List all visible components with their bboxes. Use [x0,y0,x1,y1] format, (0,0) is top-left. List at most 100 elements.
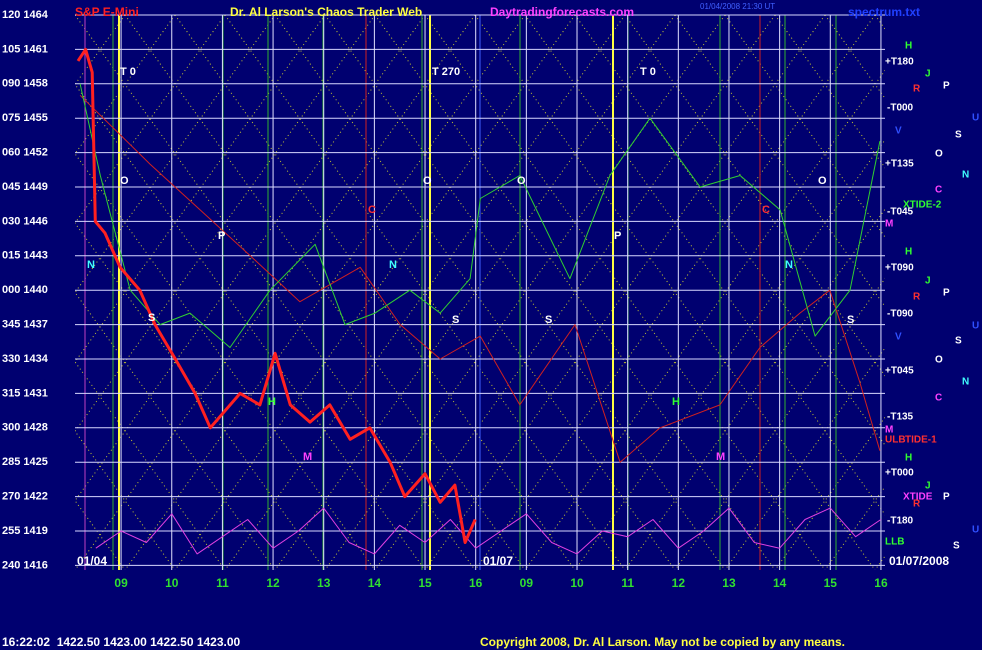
date-label: 01/07 [483,554,513,568]
right-label: C [935,185,942,196]
right-label: O [935,355,943,366]
y-tick-label: 090 1458 [2,78,48,90]
y-tick-label: 315 1431 [2,387,48,399]
annotation: C [762,204,770,216]
right-label: U [972,113,979,124]
right-label: TIDE-1 [905,435,937,446]
x-tick-label: 11 [621,576,634,590]
annotation: N [785,259,793,271]
right-label: ULB [885,435,906,446]
right-label: H [905,41,912,52]
right-label: LLB [885,537,904,548]
right-label: R [913,84,921,95]
y-tick-label: 345 1437 [2,319,48,331]
annotation: O [818,175,827,187]
right-label: +T180 [885,57,914,68]
y-tick-label: 000 1440 [2,284,48,296]
right-label: C [935,393,942,404]
y-tick-label: 015 1443 [2,250,48,262]
right-label: S [955,336,962,347]
date-label: 01/07/2008 [889,554,949,568]
right-label: R [913,292,921,303]
right-label: H [905,453,912,464]
right-label: O [935,149,943,160]
series-line [79,83,881,348]
y-tick-label: 105 1461 [2,43,48,55]
annotation: O [517,175,526,187]
x-tick-label: 11 [216,576,229,590]
y-tick-label: 045 1449 [2,181,48,193]
y-tick-label: 120 1464 [2,9,49,21]
y-tick-label: 060 1452 [2,147,48,159]
right-label: V [895,126,902,137]
series-line [76,47,477,544]
right-label: -T135 [887,412,914,423]
right-label: J [925,69,931,80]
annotation: M [303,451,312,463]
right-label: XTIDE-2 [903,200,942,211]
y-tick-label: 240 1416 [2,559,48,571]
right-label: +T045 [885,366,914,377]
instrument: S&P E-Mini [75,5,139,19]
x-tick-label: 14 [368,576,382,590]
right-label: P [943,492,950,503]
right-label: P [943,81,950,92]
timestamp: 01/04/2008 21:30 UT [700,2,775,11]
right-label: S [955,130,962,141]
right-label: V [895,332,902,343]
right-label: M [885,425,893,436]
right-label: P [943,288,950,299]
right-label: N [962,377,969,388]
x-tick-label: 10 [570,576,584,590]
right-label: R [913,499,921,510]
chart-title: Dr. Al Larson's Chaos Trader Web [230,5,422,19]
y-tick-label: 075 1455 [2,112,48,124]
annotation: T 0 [120,66,136,78]
annotation: S [452,314,459,326]
right-label: J [925,276,931,287]
x-tick-label: 09 [520,576,534,590]
annotation: N [389,259,397,271]
status-line: 16:22:02 1422.50 1423.00 1422.50 1423.00 [2,635,241,649]
x-tick-label: 09 [114,576,128,590]
right-label: -T000 [887,103,914,114]
right-label: N [962,170,969,181]
x-tick-label: 12 [266,576,280,590]
x-tick-label: 14 [773,576,787,590]
right-label: U [972,525,979,536]
annotation: S [847,314,854,326]
right-label: U [972,321,979,332]
x-tick-label: 15 [418,576,432,590]
annotation: P [218,230,225,242]
annotation: H [672,396,680,408]
x-tick-label: 12 [672,576,686,590]
right-label: M [885,219,893,230]
date-label: 01/04 [77,554,107,568]
annotation: O [423,175,432,187]
right-label: XTIDE [903,492,933,503]
y-tick-label: 330 1434 [2,353,49,365]
right-label: +T000 [885,468,914,479]
y-tick-label: 255 1419 [2,525,48,537]
annotation: N [87,259,95,271]
y-tick-label: 285 1425 [2,456,48,468]
x-tick-label: 10 [165,576,179,590]
right-label: -T045 [887,207,914,218]
annotation: S [545,314,552,326]
right-label: H [905,247,912,258]
annotation: S [148,312,155,324]
website: Daytradingforecasts.com [490,5,634,19]
series-line [95,507,882,555]
x-tick-label: 16 [874,576,888,590]
annotation: O [120,175,129,187]
source-file: spectrum.txt [848,5,920,19]
annotation: M [716,451,725,463]
copyright: Copyright 2008, Dr. Al Larson. May not b… [480,635,845,649]
annotation: P [614,230,621,242]
annotation: C [368,204,376,216]
right-label: -T180 [887,516,914,527]
annotation: T 270 [432,66,460,78]
x-tick-label: 13 [317,576,331,590]
